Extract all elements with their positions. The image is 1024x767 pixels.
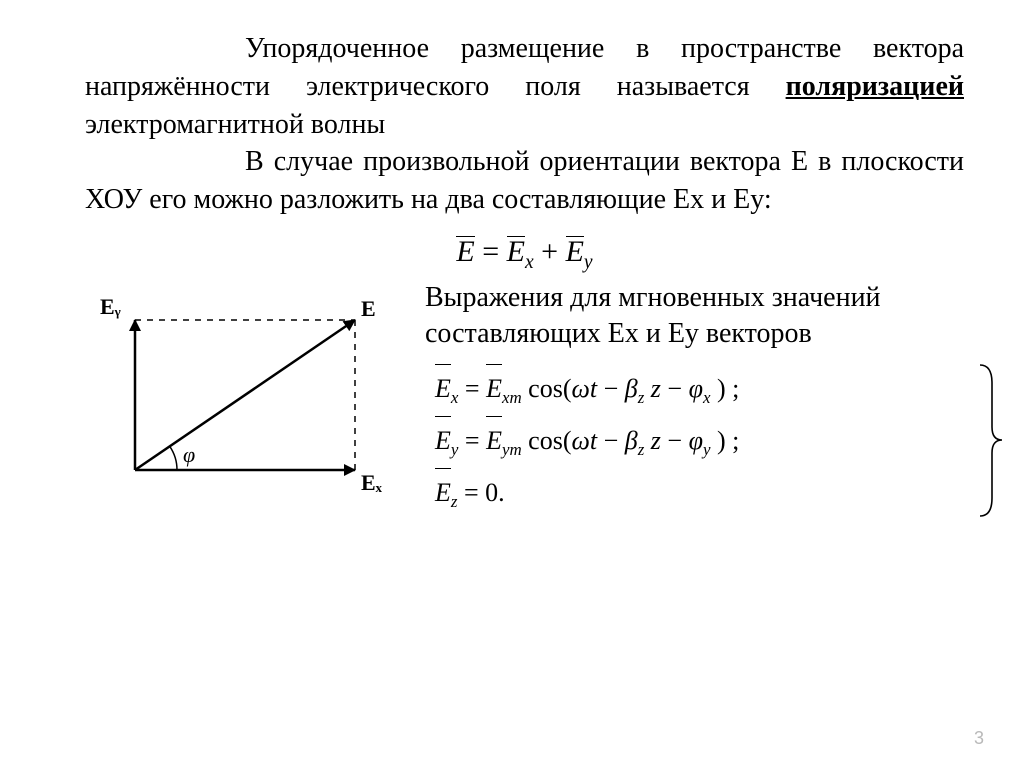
paragraph-components: Выражения для мгновенных значений состав… xyxy=(425,280,964,353)
equation-ey: Ey = Eym cos(ωt − βz z − φy ) ; xyxy=(425,415,964,467)
page-number: 3 xyxy=(974,728,984,749)
vector-diagram: E Eₓ Eᵧ φ xyxy=(85,280,395,500)
equation-ez: Ez = 0. xyxy=(425,467,964,519)
equation-ex: Ex = Exm cos(ωt − βz z − φx ) ; xyxy=(425,363,964,415)
svg-text:Eₓ: Eₓ xyxy=(361,470,383,495)
para1-t3: В случае произвольной ориентации вектора… xyxy=(85,146,964,215)
svg-text:Eᵧ: Eᵧ xyxy=(100,294,121,319)
brace-icon xyxy=(974,363,1004,518)
para1-t2: электромагнитной волны xyxy=(85,109,385,140)
equation-block: Ex = Exm cos(ωt − βz z − φx ) ; Ey = Eym… xyxy=(425,363,964,519)
equation-main: E = Ex + Ey xyxy=(85,235,964,274)
svg-text:E: E xyxy=(361,296,376,321)
paragraph-intro: Упорядоченное размещение в пространстве … xyxy=(85,30,964,219)
svg-text:φ: φ xyxy=(183,442,195,467)
keyword-polarization: поляризацией xyxy=(786,71,964,102)
